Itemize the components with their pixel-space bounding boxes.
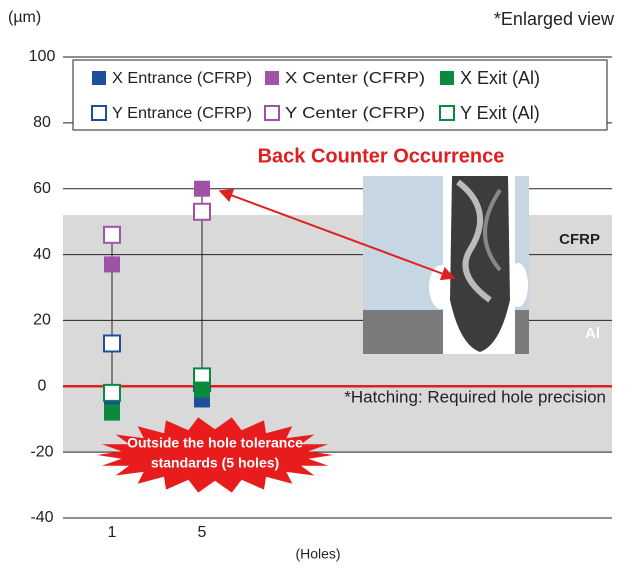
x-tick-label: 1 [108, 524, 117, 541]
al-label: Al [585, 325, 600, 342]
y-tick-label: 100 [29, 48, 56, 65]
legend-swatch [92, 106, 106, 120]
subtitle: *Enlarged view [494, 9, 615, 29]
legend-label: Y Entrance (CFRP) [112, 105, 252, 122]
y-tick-label: 40 [33, 246, 51, 263]
marker [194, 382, 210, 398]
marker [104, 385, 120, 401]
legend-label: Y Exit (Al) [460, 103, 540, 123]
legend: X Entrance (CFRP) X Center (CFRP) X Exit (… [73, 60, 607, 130]
marker [104, 227, 120, 243]
marker [104, 256, 120, 272]
back-counter-label: Back Counter Occurrence [258, 145, 505, 167]
legend-swatch [265, 71, 279, 85]
page: (µm) *Enlarged view (Holes) CFRP Al Back… [0, 0, 632, 574]
legend-swatch [440, 71, 454, 85]
marker [104, 405, 120, 421]
y-tick-label: 0 [38, 378, 47, 395]
outside-label: Outside the hole tolerance [127, 435, 303, 451]
marker [194, 204, 210, 220]
cfrp-label: CFRP [559, 231, 600, 248]
outside-label: standards (5 holes) [151, 455, 279, 471]
hatching-label: *Hatching: Required hole precision [344, 387, 606, 406]
y-tick-label: -40 [30, 509, 53, 526]
y-tick-label: 80 [33, 114, 51, 131]
x-axis-label: (Holes) [295, 546, 340, 562]
legend-label: Y Center (CFRP) [285, 105, 425, 122]
legend-label: X Exit (Al) [460, 68, 540, 88]
y-tick-label: 20 [33, 312, 51, 329]
legend-swatch [265, 106, 279, 120]
legend-label: X Entrance (CFRP) [112, 70, 252, 87]
hatch-band [63, 215, 612, 452]
legend-swatch [92, 71, 106, 85]
legend-label: X Center (CFRP) [285, 70, 425, 87]
y-tick-label: 60 [33, 180, 51, 197]
background-layer [63, 215, 612, 452]
x-tick-label: 5 [198, 524, 207, 541]
y-tick-label: -20 [30, 443, 53, 460]
marker [104, 335, 120, 351]
chart: (µm) *Enlarged view (Holes) CFRP Al Back… [0, 0, 632, 574]
y-axis-label: (µm) [8, 9, 41, 26]
legend-swatch [440, 106, 454, 120]
marker [194, 181, 210, 197]
